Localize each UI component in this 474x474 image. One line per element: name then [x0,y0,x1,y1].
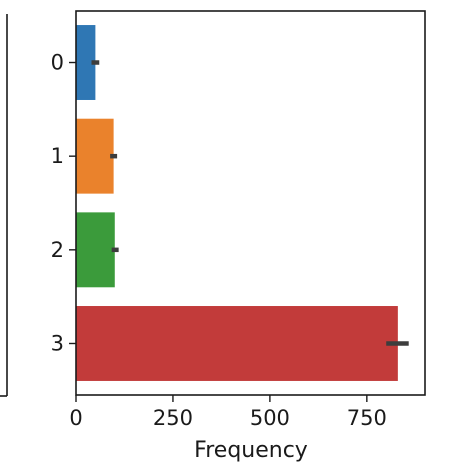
x-tick-label-750: 750 [347,406,387,430]
x-axis: 0 250 500 750 [69,395,387,430]
x-tick-label-500: 500 [250,406,290,430]
x-tick-label-250: 250 [153,406,193,430]
bar-0 [76,25,96,100]
axes-frame [75,10,426,396]
y-tick-label-1: 1 [51,144,64,168]
x-tick-label-0: 0 [69,406,82,430]
bar-1 [76,118,114,194]
plot-area [76,25,409,381]
bar-3 [76,306,398,381]
y-tick-label-2: 2 [51,238,64,262]
x-axis-label: Frequency [194,438,308,463]
y-axis: 0 1 2 3 [51,51,76,355]
y-tick-label-0: 0 [51,51,64,75]
bar-2 [76,212,115,288]
y-tick-label-3: 3 [51,331,64,355]
